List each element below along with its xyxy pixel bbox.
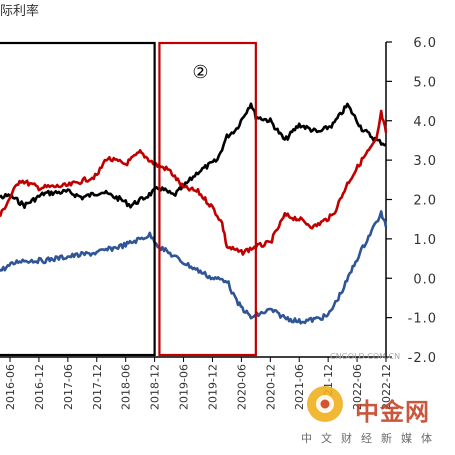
- x-tick-label: 2016-12: [33, 364, 46, 410]
- x-tick-label: 2018-12: [149, 364, 162, 410]
- y-tick-label: 1.0: [413, 233, 437, 248]
- x-tick-label: 2020-06: [235, 364, 248, 410]
- y-tick-label: 2.0: [413, 194, 437, 209]
- x-tick-label: 2022-12: [380, 364, 393, 410]
- series-line-1: [0, 109, 388, 256]
- annotation-box-1: [0, 41, 156, 357]
- y-tick-label: 0.0: [413, 272, 437, 287]
- y-tick-label: 4.0: [413, 115, 437, 130]
- series-line-0: [0, 102, 387, 209]
- x-tick-label: 2022-06: [351, 364, 364, 410]
- annotation-box-2: [158, 41, 257, 357]
- x-tick-label: 2016-06: [4, 364, 17, 410]
- y-tick-label: 6.0: [413, 36, 437, 51]
- x-tick-label: 2019-12: [206, 364, 219, 410]
- watermark-logo-core: [320, 399, 330, 409]
- annotation-label-2: ②: [192, 62, 208, 83]
- y-tick-label: -1.0: [408, 312, 437, 327]
- x-tick-label: 2021-06: [293, 364, 306, 410]
- y-tick-label: 3.0: [413, 154, 437, 169]
- chart-title: 际利率: [0, 4, 40, 19]
- x-tick-label: 2019-06: [178, 364, 191, 410]
- y-tick-label: 5.0: [413, 75, 437, 90]
- x-tick-label: 2017-12: [91, 364, 104, 410]
- series-line-2: [0, 210, 388, 325]
- x-tick-label: 2017-06: [62, 364, 75, 410]
- x-tick-label: 2020-12: [264, 364, 277, 410]
- y-tick-label: -2.0: [408, 351, 437, 366]
- watermark-sub: 中文财经新媒体: [301, 432, 441, 445]
- watermark-url: CNGOLD.COM.CN: [330, 352, 401, 361]
- x-tick-label: 2018-06: [120, 364, 133, 410]
- watermark-brand: 中金网: [355, 398, 430, 426]
